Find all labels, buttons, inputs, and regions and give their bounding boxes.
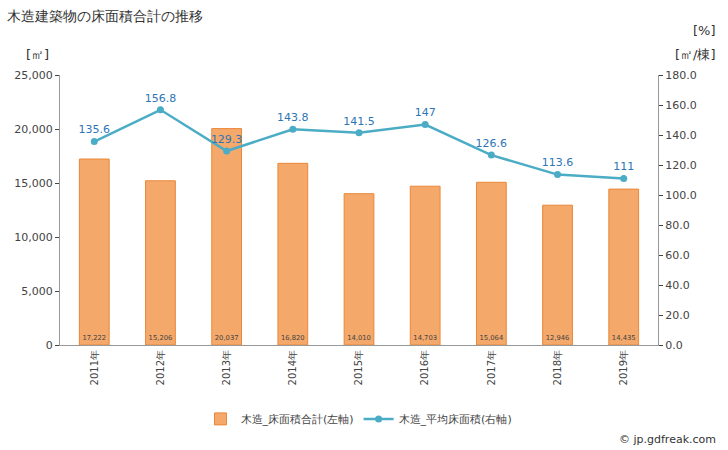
svg-text:木造建築物の床面積合計の推移: 木造建築物の床面積合計の推移 [7,8,203,24]
svg-text:木造_床面積合計(左軸): 木造_床面積合計(左軸) [241,413,354,426]
svg-text:2012年: 2012年 [155,350,166,385]
svg-text:© jp.gdfreak.com: © jp.gdfreak.com [619,433,716,446]
svg-text:2013年: 2013年 [221,350,232,385]
svg-text:5,000: 5,000 [21,285,53,298]
svg-text:25,000: 25,000 [14,69,53,82]
svg-text:20,037: 20,037 [215,334,239,342]
svg-text:60.0: 60.0 [665,249,690,262]
svg-text:20,000: 20,000 [14,123,53,136]
svg-text:[%]: [%] [693,23,716,38]
svg-text:156.8: 156.8 [145,92,177,105]
svg-text:140.0: 140.0 [665,129,697,142]
svg-text:15,206: 15,206 [149,334,173,342]
svg-text:0.0: 0.0 [665,339,683,352]
svg-text:135.6: 135.6 [79,123,111,136]
svg-text:141.5: 141.5 [343,115,375,128]
svg-text:17,222: 17,222 [82,334,106,342]
svg-text:126.6: 126.6 [476,137,508,150]
svg-text:129.3: 129.3 [211,133,243,146]
svg-text:0: 0 [46,339,53,352]
svg-text:143.8: 143.8 [277,111,309,124]
svg-text:80.0: 80.0 [665,219,690,232]
svg-text:12,946: 12,946 [546,334,570,342]
svg-text:15,000: 15,000 [14,177,53,190]
svg-text:20.0: 20.0 [665,309,690,322]
svg-text:180.0: 180.0 [665,69,697,82]
svg-text:14,435: 14,435 [612,334,636,342]
svg-text:15,064: 15,064 [479,334,503,342]
svg-text:2011年: 2011年 [89,350,100,385]
svg-text:[㎡/棟]: [㎡/棟] [675,47,716,62]
svg-text:16,820: 16,820 [281,334,305,342]
svg-text:113.6: 113.6 [542,156,574,169]
svg-text:[㎡]: [㎡] [26,47,49,62]
svg-text:2016年: 2016年 [419,350,430,385]
svg-text:120.0: 120.0 [665,159,697,172]
svg-text:2014年: 2014年 [287,350,298,385]
svg-text:2019年: 2019年 [618,350,629,385]
svg-text:100.0: 100.0 [665,189,697,202]
svg-text:147: 147 [415,106,436,119]
svg-text:2017年: 2017年 [486,350,497,385]
svg-text:111: 111 [613,160,634,173]
svg-text:2018年: 2018年 [552,350,563,385]
svg-text:40.0: 40.0 [665,279,690,292]
svg-text:木造_平均床面積(右軸): 木造_平均床面積(右軸) [399,413,512,426]
svg-text:14,010: 14,010 [347,334,371,342]
svg-text:160.0: 160.0 [665,99,697,112]
svg-text:14,703: 14,703 [413,334,437,342]
svg-text:2015年: 2015年 [353,350,364,385]
svg-text:10,000: 10,000 [14,231,53,244]
